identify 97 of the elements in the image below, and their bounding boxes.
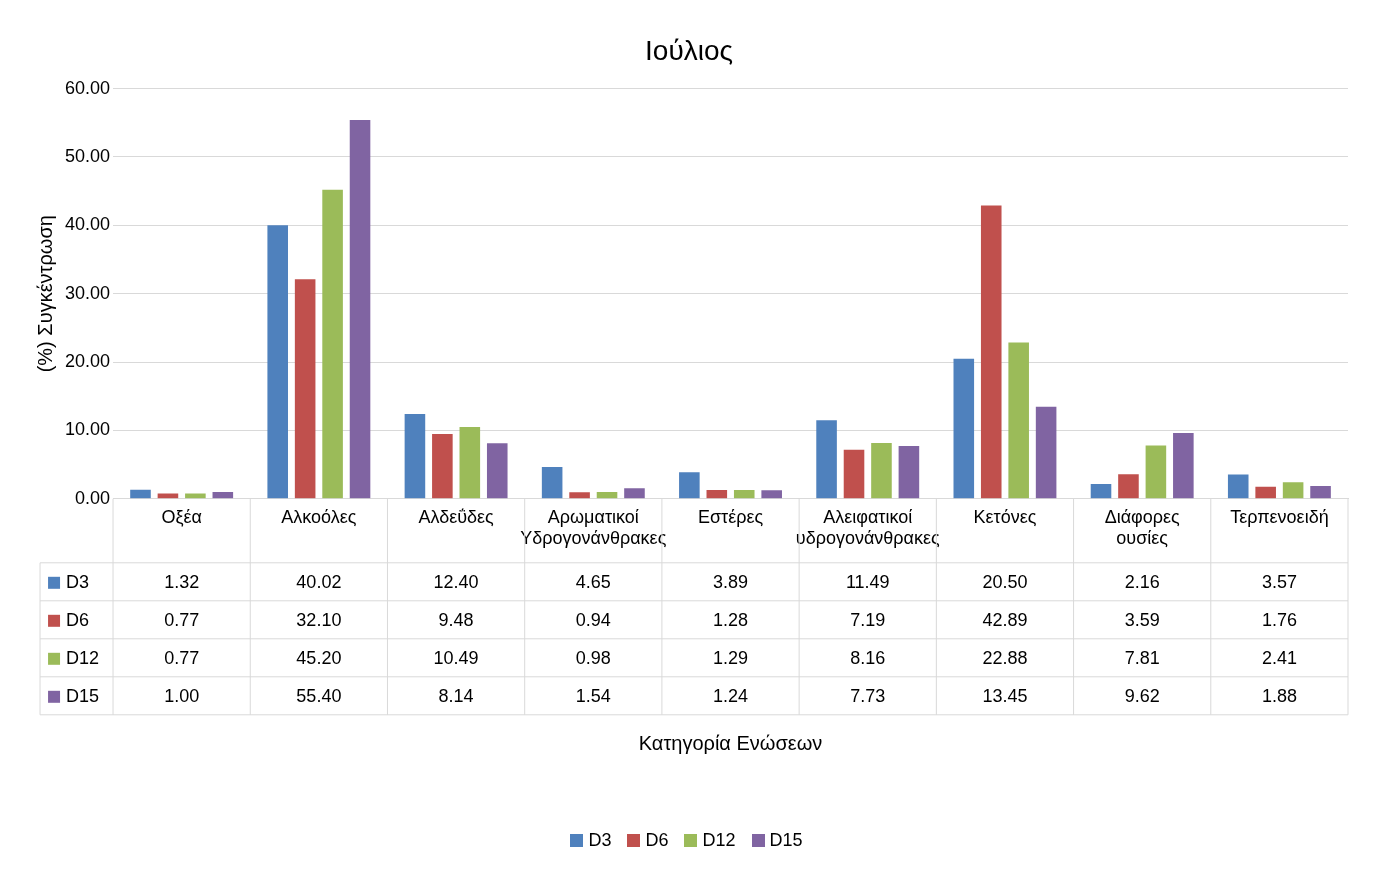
y-tick-label: 60.00 [65, 77, 111, 98]
bar [624, 488, 645, 499]
x-tick-label: Αρωματικοί Υδρογονάνθρακες [520, 506, 667, 549]
x-tick-label: Εστέρες [697, 506, 764, 527]
data-label: 42.89 [982, 609, 1028, 630]
legend-label: D3 [66, 571, 90, 592]
y-tick-label: 0.00 [75, 487, 111, 508]
legend-label: D6 [66, 609, 90, 630]
bar [349, 120, 371, 499]
bar [267, 225, 288, 499]
data-label: 22.88 [982, 647, 1028, 668]
y-tick-label: 20.00 [65, 351, 111, 372]
data-label: 7.73 [850, 685, 886, 706]
data-label: 3.89 [713, 571, 749, 592]
data-label: 2.41 [1261, 647, 1297, 668]
data-label: 9.48 [438, 609, 474, 630]
data-label: 1.32 [164, 571, 200, 592]
bar [432, 433, 453, 499]
data-label: 1.29 [713, 647, 749, 668]
bar [980, 205, 1002, 499]
x-tick-label: Διάφορες ουσίες [1104, 506, 1181, 549]
data-label: 11.49 [845, 571, 890, 592]
legend-label: D12 [66, 647, 100, 668]
bar [1255, 486, 1276, 499]
data-label: 8.16 [850, 647, 886, 668]
x-tick-label: Κετόνες [973, 506, 1037, 527]
bar [1227, 474, 1249, 499]
data-label: 20.50 [982, 571, 1028, 592]
data-label: 1.24 [713, 685, 749, 706]
data-label: 0.98 [575, 647, 611, 668]
y-axis-title: (%) Συγκέντρωση [33, 215, 56, 373]
text: Κατηγορία Ενώσεων [638, 732, 823, 755]
data-label: 0.77 [164, 609, 200, 630]
bar [1310, 485, 1331, 499]
y-tick-label: 30.00 [65, 282, 111, 303]
bar [843, 449, 865, 499]
y-tick-label: 10.00 [65, 419, 111, 440]
bar [294, 279, 316, 499]
x-tick-label: Τερπενοειδή [1230, 506, 1329, 527]
bar [679, 472, 700, 499]
bar [1035, 406, 1057, 499]
bar [733, 489, 755, 499]
bar [404, 414, 426, 499]
bar [459, 427, 481, 499]
data-label: 7.19 [850, 609, 886, 630]
legend-label: D15 [66, 685, 100, 706]
bar [1282, 482, 1304, 499]
bar [130, 489, 151, 499]
bar [322, 189, 343, 499]
bar [953, 358, 975, 499]
data-label: 12.40 [433, 571, 479, 592]
bar [706, 490, 728, 499]
text: D15 [769, 830, 803, 850]
data-label: 7.81 [1124, 647, 1160, 668]
data-label: 55.40 [296, 685, 342, 706]
data-label: 2.16 [1124, 571, 1160, 592]
chart-title: Ιούλιος [645, 34, 733, 66]
bar [486, 443, 508, 499]
data-label: 1.28 [713, 609, 749, 630]
data-label: 8.14 [438, 685, 474, 706]
bar [1173, 433, 1194, 499]
data-label: 1.00 [164, 685, 200, 706]
y-tick-label: 50.00 [65, 145, 111, 166]
bar [898, 445, 920, 499]
data-label: 1.54 [575, 685, 611, 706]
bar [871, 443, 892, 499]
bar [1090, 484, 1112, 499]
data-label: 3.57 [1261, 571, 1297, 592]
bar [816, 420, 837, 499]
bar [1118, 474, 1139, 499]
x-tick-label: Αλδεΰδες [418, 506, 495, 527]
bar [596, 492, 618, 499]
data-label: 32.10 [296, 609, 342, 630]
bar [569, 492, 590, 499]
text: D6 [645, 830, 669, 850]
bar [541, 467, 563, 499]
x-tick-label: Οξέα [161, 506, 202, 527]
text: D12 [702, 830, 736, 850]
data-label: 4.65 [575, 571, 611, 592]
data-label: 1.88 [1261, 685, 1297, 706]
bar [1145, 445, 1167, 499]
data-label: 3.59 [1124, 609, 1160, 630]
bar [1008, 342, 1029, 499]
data-label: 1.76 [1261, 609, 1297, 630]
data-label: 0.77 [164, 647, 200, 668]
data-label: 10.49 [433, 647, 479, 668]
x-tick-label: Αλειφατικοί υδρογονάνθρακες [795, 506, 940, 549]
data-label: 40.02 [296, 571, 342, 592]
bar [761, 490, 782, 499]
y-tick-label: 40.00 [65, 214, 111, 235]
data-label: 9.62 [1124, 685, 1160, 706]
data-label: 0.94 [575, 609, 611, 630]
x-tick-label: Αλκοόλες [281, 506, 357, 527]
data-label: 45.20 [296, 647, 342, 668]
bar [212, 491, 234, 499]
data-label: 13.45 [982, 685, 1028, 706]
text: D3 [588, 830, 612, 850]
